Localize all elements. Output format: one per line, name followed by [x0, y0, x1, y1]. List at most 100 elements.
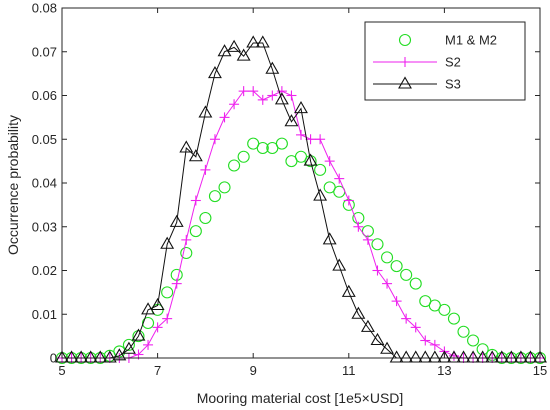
data-point-s3: [198, 105, 213, 118]
y-tick-label: 0: [50, 351, 57, 366]
data-point-s3: [303, 153, 318, 166]
data-point-m1-m2: [457, 325, 470, 338]
legend-box: [364, 21, 526, 101]
y-tick-label: 0.02: [32, 263, 57, 278]
data-point-s3: [399, 350, 414, 363]
data-point-m1-m2: [180, 246, 193, 260]
data-point-s3: [236, 48, 251, 61]
data-point-m1-m2: [208, 190, 222, 203]
data-point-s3: [284, 114, 299, 127]
y-tick-label: 0.04: [32, 176, 57, 191]
data-point-s3: [274, 92, 289, 105]
data-point-s2: [401, 313, 412, 324]
data-point-s3: [389, 350, 404, 363]
data-point-s2: [391, 296, 402, 307]
data-point-s3: [294, 101, 308, 114]
data-point-s2: [362, 234, 373, 245]
y-tick-label: 0.01: [32, 307, 57, 322]
x-tick-label: 7: [154, 363, 161, 378]
data-point-s3: [255, 35, 270, 48]
x-axis-label: Mooring material cost [1e5×USD]: [197, 390, 404, 406]
legend-marker: [398, 76, 412, 89]
data-point-s2: [143, 339, 154, 350]
axes: 5 7 9 11 13 15 0 0.01 0.02 0.03 0.04 0.05 0.06 0.07 0.…: [32, 1, 548, 379]
data-point-s3: [494, 350, 509, 363]
data-point-s2: [353, 221, 364, 232]
data-point-s3: [504, 350, 519, 363]
data-point-s3: [102, 350, 117, 363]
legend: M1 & M2 S2 S3: [364, 21, 526, 101]
data-point-s3: [55, 350, 69, 363]
data-point-s3: [188, 149, 203, 162]
legend-label: S3: [445, 77, 461, 92]
data-point-m1-m2: [438, 303, 451, 316]
data-point-s3: [208, 66, 222, 79]
data-point-s3: [64, 350, 79, 363]
data-point-m1-m2: [409, 277, 422, 290]
data-point-s2: [343, 195, 354, 206]
data-point-s2: [190, 195, 201, 206]
data-point-s3: [341, 284, 356, 297]
data-point-s2: [267, 90, 278, 101]
data-point-m1-m2: [371, 238, 384, 251]
data-point-m1-m2: [161, 286, 174, 299]
data-point-s3: [121, 341, 136, 354]
legend-item-s3: S3: [373, 76, 461, 92]
data-point-m1-m2: [467, 334, 480, 347]
data-point-s3: [418, 350, 433, 363]
data-point-m1-m2: [447, 312, 461, 325]
data-point-s3: [360, 319, 375, 332]
data-point-s3: [160, 236, 175, 249]
data-point-m1-m2: [228, 159, 241, 172]
data-point-s3: [437, 350, 452, 363]
data-point-s2: [334, 173, 345, 184]
data-point-s2: [209, 134, 220, 145]
x-tick-label: 13: [437, 363, 451, 378]
data-point-s3: [246, 35, 261, 48]
legend-marker: [400, 57, 410, 67]
data-point-s3: [322, 232, 337, 245]
y-tick-label: 0.05: [32, 132, 57, 147]
data-point-m1-m2: [199, 211, 212, 225]
data-point-s3: [427, 350, 442, 363]
data-point-s3: [227, 39, 242, 52]
data-point-s3: [179, 140, 194, 153]
y-tick-label: 0.06: [32, 88, 57, 103]
data-point-m1-m2: [122, 338, 135, 351]
data-point-m1-m2: [380, 251, 394, 264]
data-point-s3: [523, 350, 538, 363]
data-point-s2: [286, 90, 297, 101]
data-point-s3: [313, 188, 328, 201]
data-point-s3: [217, 44, 232, 57]
data-point-s3: [150, 297, 165, 311]
data-point-s3: [112, 348, 127, 361]
y-tick-label: 0.07: [32, 44, 57, 59]
data-point-s2: [372, 265, 383, 276]
data-point-s2: [200, 164, 211, 175]
data-point-s3: [447, 350, 461, 363]
data-point-m1-m2: [189, 225, 202, 238]
data-point-s3: [533, 350, 547, 363]
data-point-s2: [219, 112, 230, 123]
data-point-s3: [74, 350, 89, 363]
y-tick-label: 0.03: [32, 219, 57, 234]
data-point-s3: [513, 350, 528, 363]
data-point-s2: [257, 94, 268, 105]
legend-marker: [398, 33, 412, 47]
data-point-s3: [408, 350, 423, 363]
data-point-m1-m2: [237, 150, 250, 163]
data-point-s3: [370, 332, 385, 346]
data-point-m1-m2: [390, 260, 403, 273]
data-point-s2: [429, 339, 440, 350]
x-tick-label: 11: [342, 363, 356, 378]
legend-item-s2: S2: [373, 55, 461, 70]
data-point-s2: [382, 278, 393, 289]
data-point-s2: [162, 313, 173, 324]
data-point-s2: [296, 129, 306, 140]
data-point-s2: [410, 322, 421, 333]
data-point-s2: [248, 86, 259, 97]
x-tick-label: 15: [533, 363, 547, 378]
data-point-m1-m2: [218, 181, 231, 194]
data-point-s3: [475, 350, 490, 363]
